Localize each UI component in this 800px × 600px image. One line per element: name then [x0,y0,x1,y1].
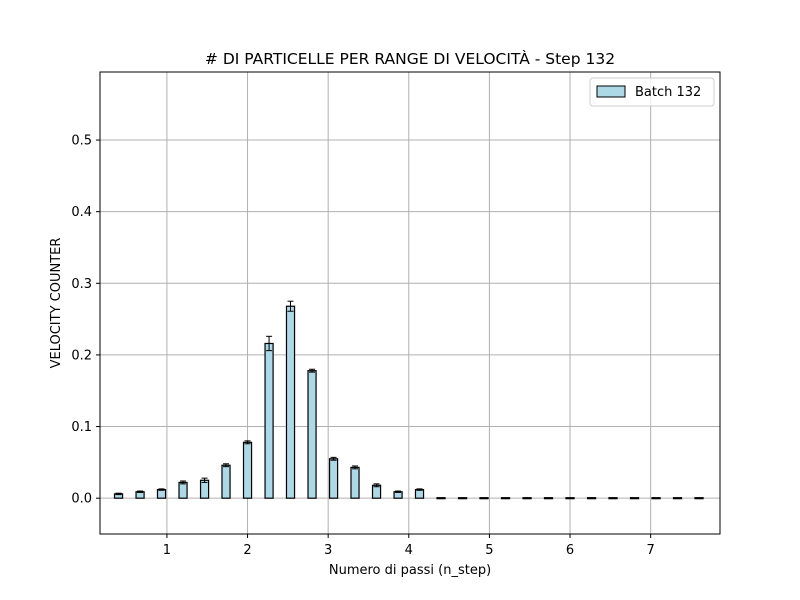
legend-box [589,77,715,107]
bar [242,441,253,499]
plot-area [100,72,720,534]
y-tick-label: 0.1 [71,420,92,435]
bar [264,342,274,499]
bar [307,370,317,499]
y-tick-label: 0.4 [71,205,92,220]
bar [221,464,231,499]
plot-frame [99,71,721,535]
y-tick-label: 0.3 [71,277,92,292]
bar [178,481,188,499]
y-axis-label: VELOCITY COUNTER [49,238,64,369]
y-tick-label: 0.0 [71,492,92,507]
bar [328,458,339,499]
legend-label: Batch 132 [635,85,701,100]
bar [371,484,382,499]
x-tick-label: 5 [485,543,493,558]
x-axis-label: Numero di passi (n_step) [329,563,491,578]
x-tick-label: 4 [405,543,413,558]
x-tick-label: 1 [163,543,171,558]
bar [199,479,210,499]
bar [350,466,360,499]
y-tick-label: 0.5 [71,134,92,149]
x-tick-label: 6 [566,543,574,558]
chart-title: # DI PARTICELLE PER RANGE DI VELOCITÀ - … [205,49,615,68]
bar [156,488,167,499]
y-tick-label: 0.2 [71,348,92,363]
x-tick-label: 3 [324,543,332,558]
x-tick-label: 7 [647,543,655,558]
axis-ticks: 1 2 3 4 5 6 7 0.0 0.1 0.2 0.3 0.4 0.5 [71,134,654,558]
legend: Batch 132 [589,77,715,107]
error-bars [115,300,703,499]
x-tick-label: 2 [243,543,251,558]
bar [414,488,425,499]
legend-swatch [596,85,626,98]
bar [285,305,296,499]
